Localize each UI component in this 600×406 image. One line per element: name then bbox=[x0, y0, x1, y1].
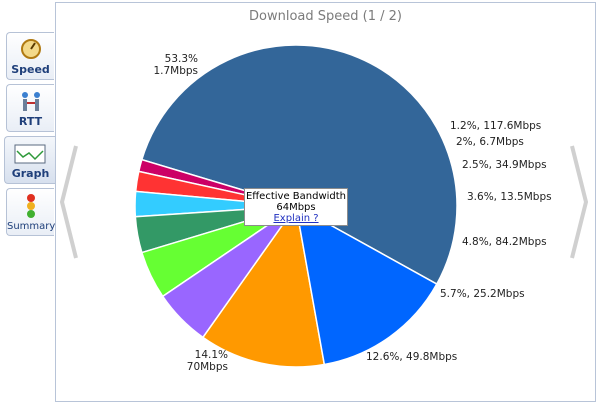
tab-rtt-label: RTT bbox=[18, 115, 43, 128]
tab-summary-label: Summary bbox=[7, 221, 56, 232]
slice-label: 5.7%, 25.2Mbps bbox=[440, 288, 525, 300]
tab-summary[interactable]: Summary bbox=[6, 188, 56, 236]
tooltip-label: Effective Bandwidth bbox=[245, 191, 347, 202]
tab-graph-label: Graph bbox=[11, 167, 50, 180]
tab-rtt[interactable]: RTT bbox=[6, 84, 54, 132]
tab-graph[interactable]: Graph bbox=[4, 136, 56, 184]
slice-label: 1.2%, 117.6Mbps bbox=[450, 120, 541, 132]
pie-slice[interactable] bbox=[140, 44, 458, 286]
slice-label: 2.5%, 34.9Mbps bbox=[462, 159, 547, 171]
next-arrow-icon[interactable] bbox=[568, 142, 590, 262]
slice-label: 2%, 6.7Mbps bbox=[456, 136, 524, 148]
pie-slice[interactable] bbox=[201, 204, 326, 368]
slice-label: 53.3% 1.7Mbps bbox=[153, 53, 198, 77]
tab-speed-label: Speed bbox=[11, 63, 50, 76]
slice-label: 14.1% 70Mbps bbox=[187, 349, 228, 373]
line-chart-icon bbox=[5, 141, 56, 165]
pie-slice[interactable] bbox=[294, 204, 438, 366]
slice-label: 3.6%, 13.5Mbps bbox=[467, 191, 552, 203]
side-tab-bar: Speed RTT Graph bbox=[0, 0, 58, 406]
explain-link[interactable]: Explain ? bbox=[273, 213, 319, 224]
slice-label: 12.6%, 49.8Mbps bbox=[366, 351, 457, 363]
network-icon bbox=[7, 89, 54, 113]
traffic-light-icon bbox=[7, 193, 54, 218]
previous-arrow-icon[interactable] bbox=[58, 142, 80, 262]
tab-speed[interactable]: Speed bbox=[6, 32, 54, 80]
tooltip-value: 64Mbps bbox=[276, 202, 316, 213]
panel-title: Download Speed (1 / 2) bbox=[249, 9, 402, 24]
slice-label: 4.8%, 84.2Mbps bbox=[462, 236, 547, 248]
speedometer-icon bbox=[7, 37, 54, 61]
effective-bandwidth-tooltip: Effective Bandwidth 64Mbps Explain ? bbox=[244, 188, 348, 226]
